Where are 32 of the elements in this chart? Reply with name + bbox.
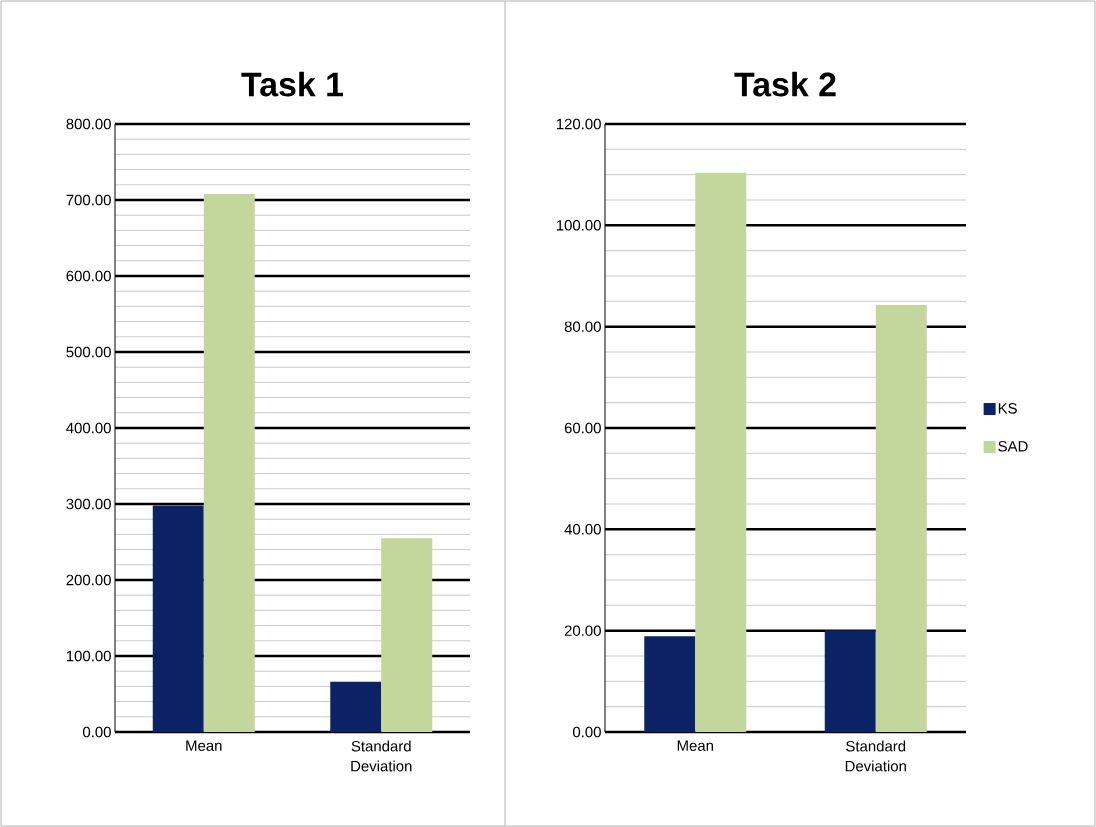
- y-tick-label: 500.00: [66, 346, 111, 358]
- y-tick-label: 80.00: [564, 321, 601, 332]
- y-tick-label: 20.00: [564, 625, 601, 636]
- y-tick-label: 700.00: [66, 194, 111, 206]
- y-tick-label: 120.00: [556, 118, 601, 130]
- y-tick-label: 60.00: [564, 422, 601, 434]
- bar: [152, 505, 204, 733]
- x-tick-label: Mean: [186, 740, 222, 751]
- y-tick-label: 400.00: [66, 422, 111, 434]
- y-tick-label: 100.00: [66, 650, 111, 662]
- bar: [695, 172, 747, 733]
- bar: [330, 681, 382, 733]
- y-tick-label: 300.00: [66, 498, 111, 510]
- y-tick-label: 200.00: [66, 574, 111, 586]
- chart-title: Task 1: [241, 71, 343, 97]
- bar: [875, 304, 927, 733]
- legend-label: SAD: [998, 440, 1028, 452]
- y-tick-label: 100.00: [556, 220, 601, 231]
- x-tick-label: Standard Deviation: [845, 740, 906, 772]
- bar: [824, 630, 876, 733]
- bar: [203, 193, 255, 733]
- bar: [644, 636, 696, 733]
- bar: [381, 538, 433, 733]
- y-tick-label: 800.00: [66, 118, 111, 130]
- chart-title: Task 2: [734, 71, 836, 97]
- y-tick-label: 600.00: [66, 270, 111, 282]
- legend-label: KS: [998, 403, 1017, 414]
- y-tick-label: 0.00: [572, 726, 601, 738]
- x-tick-label: Standard Deviation: [351, 740, 412, 772]
- x-tick-label: Mean: [677, 740, 713, 751]
- y-tick-label: 0.00: [82, 726, 111, 738]
- y-tick-label: 40.00: [564, 524, 601, 535]
